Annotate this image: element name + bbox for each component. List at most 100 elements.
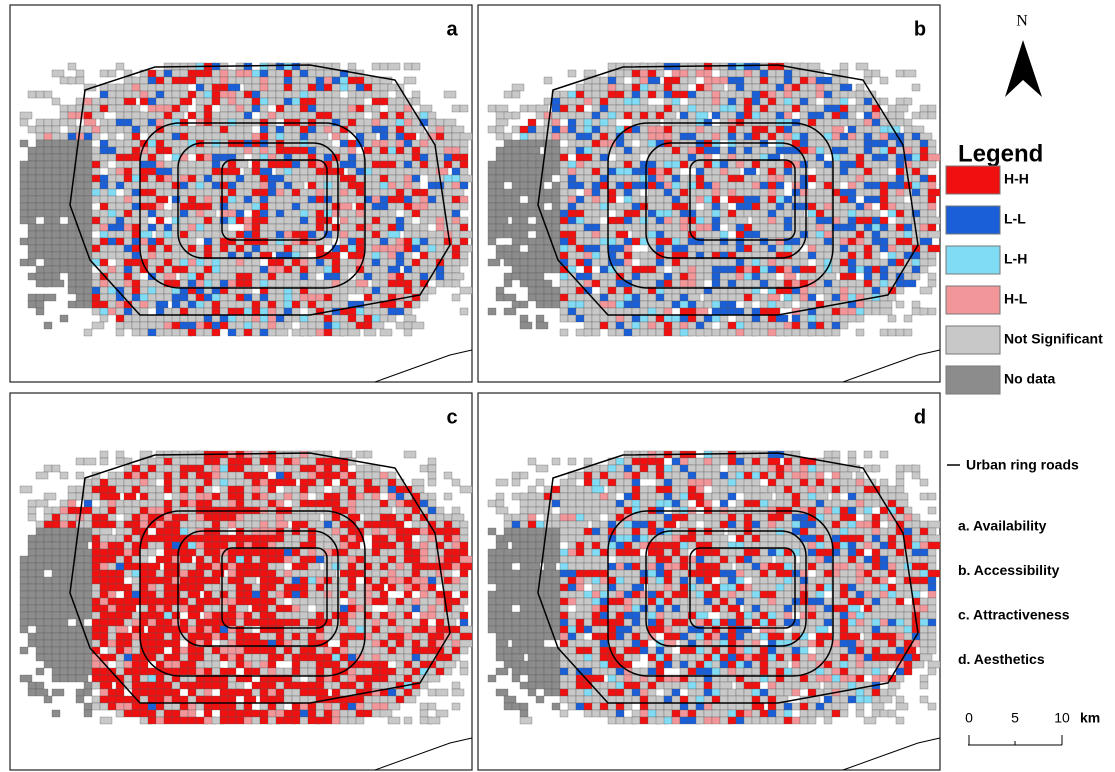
map-patch [36,91,44,98]
map-patch [784,84,792,91]
map-patch [856,301,864,308]
map-patch [452,231,460,238]
map-patch [520,161,528,168]
map-patch [648,91,656,98]
map-patch [28,175,36,182]
map-patch [512,224,520,231]
map-patch [396,542,404,549]
map-patch [880,231,888,238]
map-patch [36,140,44,147]
map-patch [808,154,816,161]
map-patch [52,465,60,472]
map-patch [736,217,748,224]
map-patch [560,126,568,133]
map-patch [800,182,808,189]
map-patch [148,210,156,217]
map-patch [688,210,696,217]
map-patch [800,203,808,210]
map-patch [736,112,744,119]
map-patch [872,280,880,287]
map-patch [744,280,752,287]
map-patch [728,273,736,280]
map-patch [316,91,324,98]
map-patch [856,280,864,287]
map-patch [880,238,888,245]
map-patch [404,63,412,70]
map-patch [364,91,372,98]
map-patch [632,315,640,322]
map-patch [156,245,164,252]
map-patch [380,280,388,287]
map-patch [188,231,196,238]
map-patch [76,577,84,584]
map-patch [816,322,824,329]
map-patch [412,175,420,182]
map-patch [444,542,452,549]
map-patch [356,591,364,598]
map-patch [704,245,712,252]
map-patch [276,203,284,210]
map-patch [768,175,776,182]
map-patch [672,105,680,112]
map-patch [452,217,460,224]
map-patch [316,598,324,605]
map-patch [36,126,44,133]
map-patch [44,196,52,203]
map-patch [560,273,568,280]
map-patch [268,486,276,493]
map-patch [560,217,568,224]
map-patch [68,633,76,640]
map-patch [316,577,324,584]
map-patch [728,182,736,189]
map-patch [928,112,936,119]
map-patch [316,280,324,287]
map-patch [760,77,768,84]
map-patch [308,238,316,245]
map-patch [380,259,388,266]
map-patch [388,133,396,140]
map-patch [140,315,148,322]
map-patch [624,112,632,119]
map-patch [92,322,104,329]
map-patch [444,133,452,140]
map-patch [236,549,244,556]
map-patch [696,105,704,112]
map-patch [388,175,396,182]
map-patch [108,570,116,577]
map-patch [260,598,268,605]
map-patch [340,479,348,486]
legend-swatch [946,166,1000,194]
map-patch [436,245,444,252]
map-patch [196,301,204,308]
map-patch [148,196,156,203]
map-patch [180,528,188,535]
map-patch [560,91,568,98]
map-patch [568,245,576,252]
map-patch [784,217,792,224]
map-patch [228,472,236,479]
map-patch [904,238,912,245]
map-patch [388,203,396,210]
map-patch [156,154,164,161]
map-patch [204,535,212,542]
map-patch [148,238,156,245]
map-patch [760,196,768,203]
map-patch [348,598,356,605]
map-patch [452,161,460,168]
map-patch [188,182,196,189]
map-patch [196,598,204,605]
map-patch [116,549,124,556]
map-patch [704,294,712,301]
map-patch [856,119,864,126]
map-patch [292,521,300,528]
map-patch [528,252,536,259]
map-patch [512,112,520,119]
map-patch [372,612,380,619]
map-patch [228,273,236,280]
map-patch [576,133,584,140]
map-patch [276,535,284,542]
map-patch [204,280,212,287]
map-patch [60,500,68,507]
map-patch [460,549,468,556]
map-patch [712,91,720,98]
